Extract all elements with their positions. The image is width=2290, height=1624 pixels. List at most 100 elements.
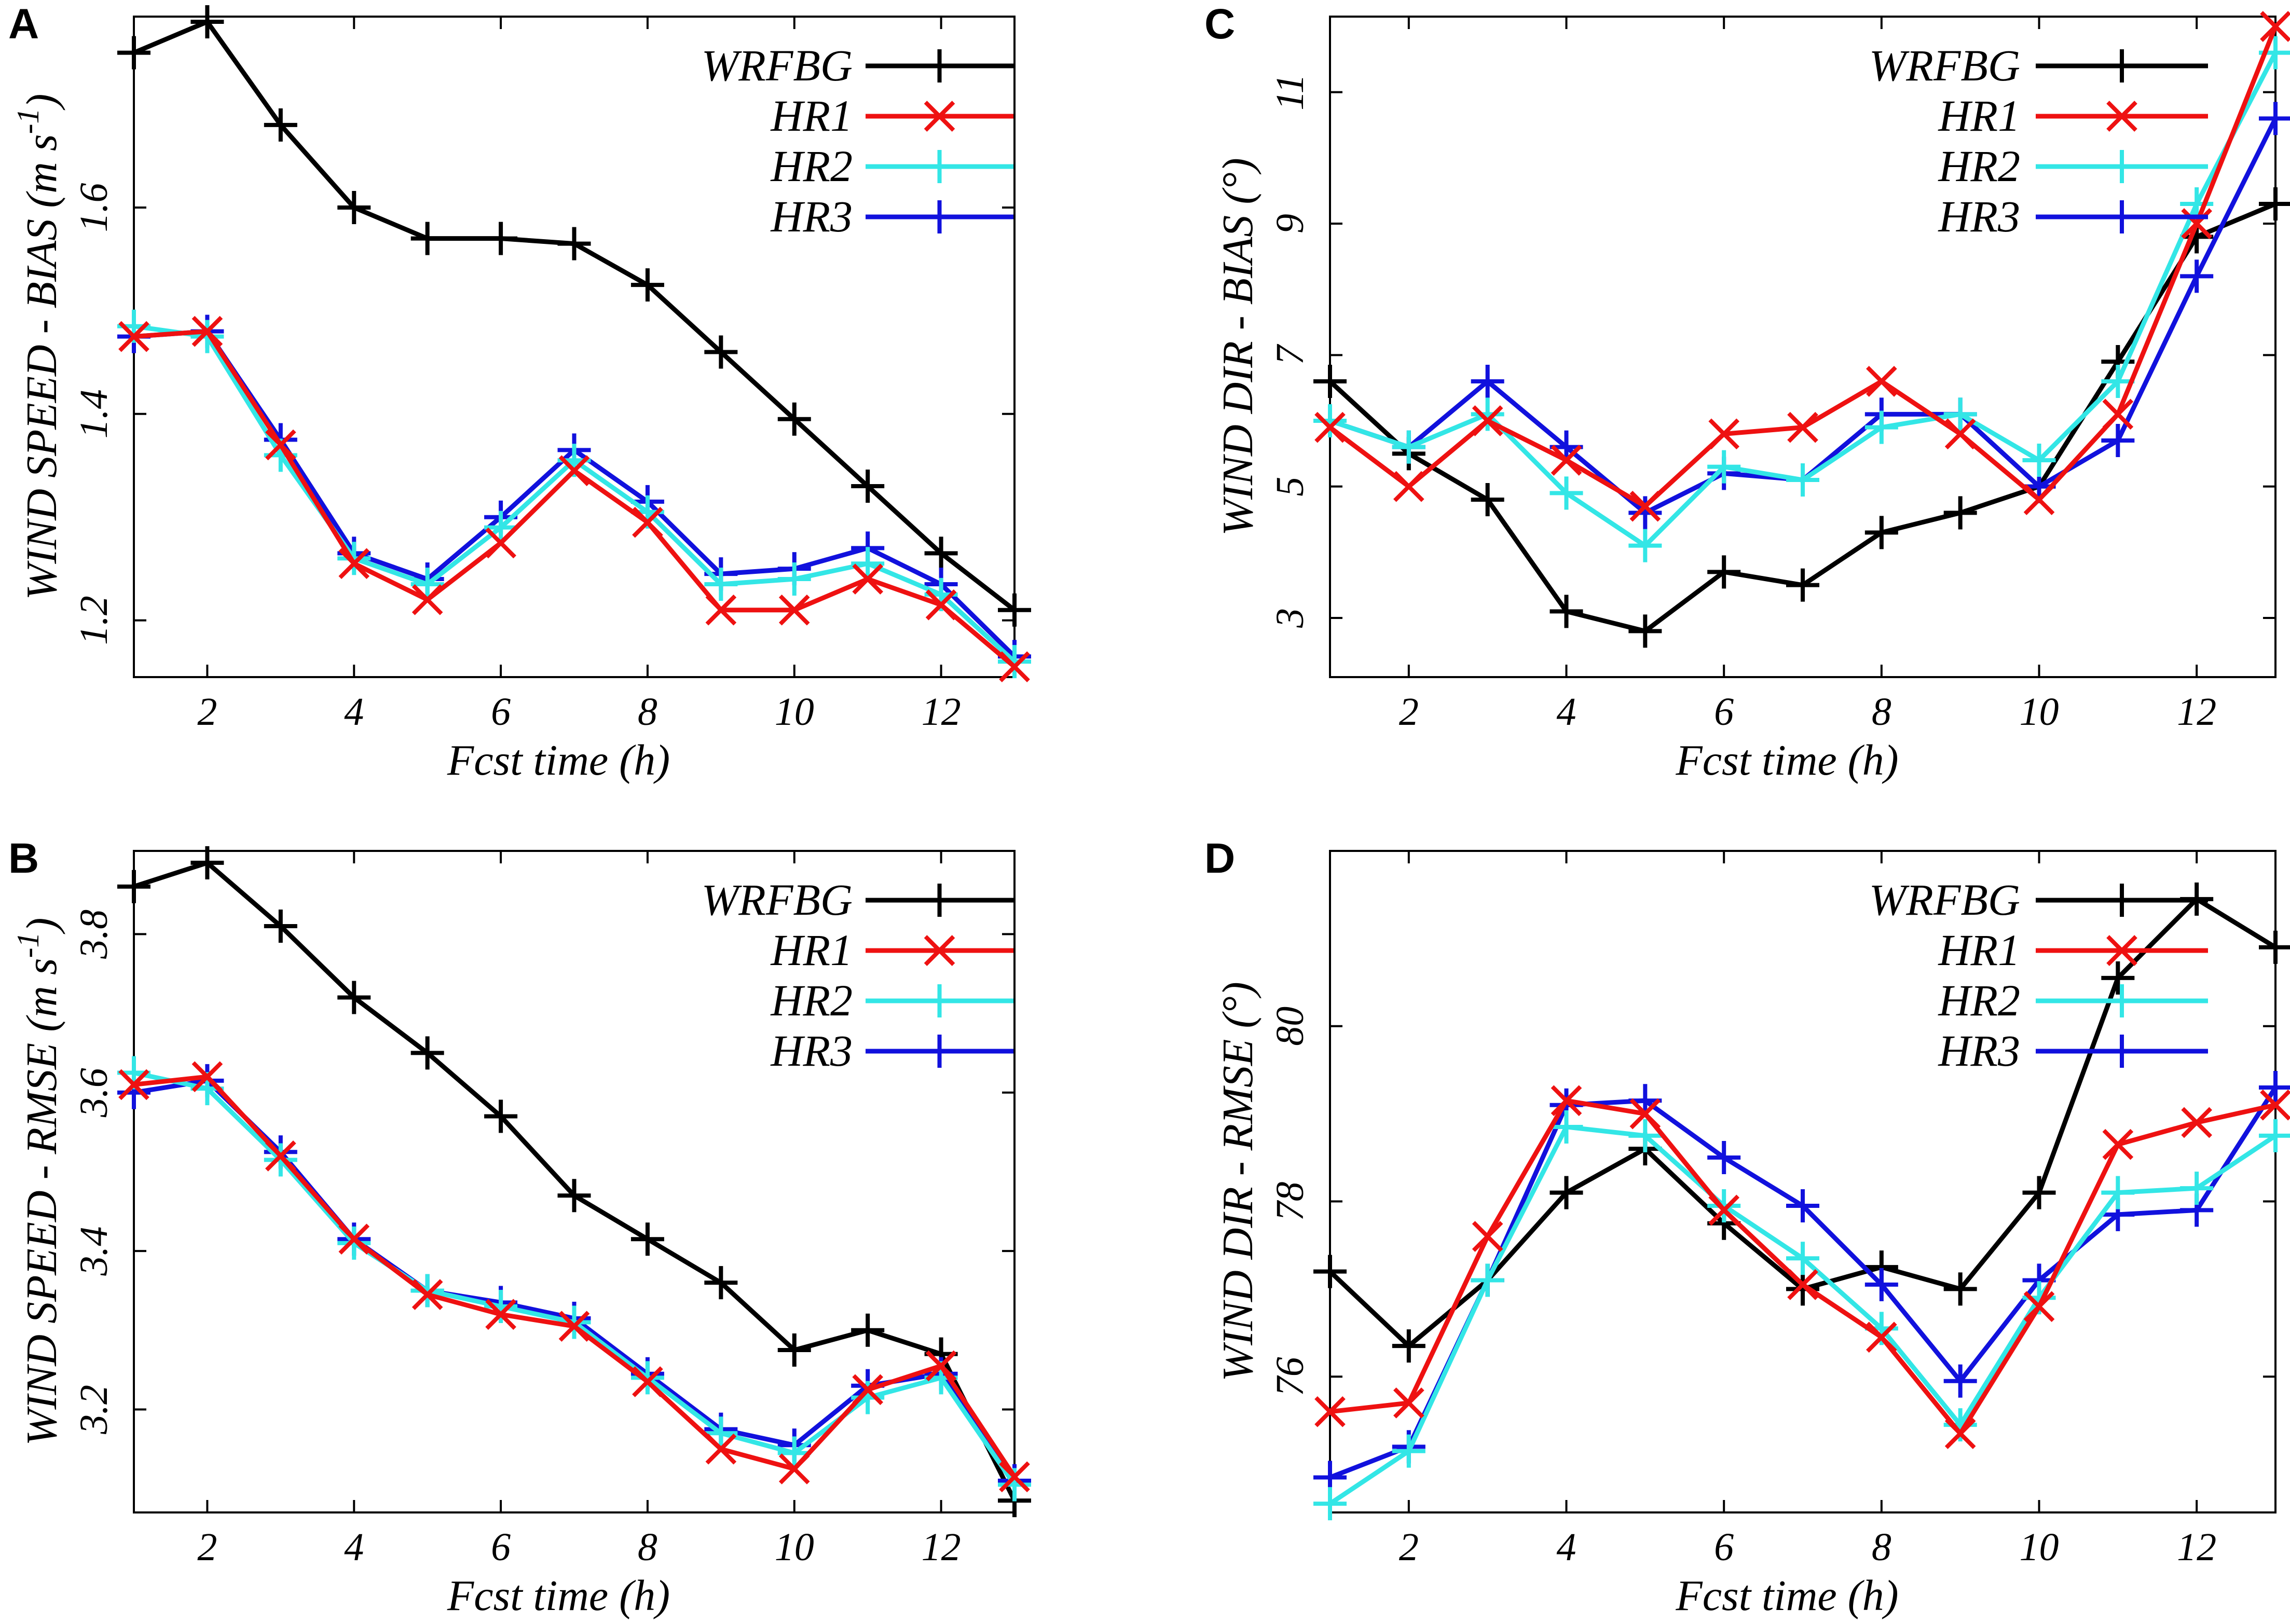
data-point: [2260, 11, 2290, 42]
legend-label: WRFBG: [1869, 40, 2020, 90]
legend-marker: [2105, 884, 2138, 917]
legend-entry-hr1: HR1: [770, 925, 1013, 975]
y-tick-label: 80: [1268, 1007, 1312, 1046]
data-point: [1787, 1269, 1818, 1300]
data-point: [1551, 1085, 1582, 1117]
data-point: [704, 1416, 738, 1450]
data-point: [2259, 1070, 2290, 1104]
y-axis-label-unit: (m s: [18, 134, 66, 208]
y-tick-label: 3: [1268, 608, 1312, 628]
data-point: [557, 227, 591, 260]
data-point: [118, 321, 149, 352]
data-point: [191, 1061, 223, 1093]
data-point: [410, 567, 444, 601]
data-point: [1943, 1272, 1977, 1306]
data-point: [998, 645, 1031, 679]
data-point: [2101, 424, 2135, 457]
legend-label: HR3: [770, 1026, 853, 1076]
y-axis-label-superscript: -1: [11, 932, 45, 958]
legend-marker: [2105, 49, 2138, 82]
panel-d: 2 4 6 8 10 12 76 78 80 Fcst time (h) WIND DIR - RM…: [1204, 835, 2290, 1620]
data-point: [704, 335, 738, 369]
panel-letter: B: [8, 835, 39, 882]
data-point: [925, 589, 957, 621]
data-point: [1628, 496, 1662, 530]
legend-marker: [924, 935, 955, 966]
legend-label: WRFBG: [702, 40, 853, 90]
legend-label: HR3: [1938, 191, 2020, 241]
data-point: [2260, 1089, 2290, 1121]
y-axis-label-main: WIND SPEED - RMSE: [18, 1032, 66, 1446]
data-point: [632, 506, 663, 538]
data-point: [630, 268, 664, 302]
legend-marker: [923, 1035, 956, 1068]
data-point: [191, 315, 223, 347]
data-point: [264, 1143, 297, 1177]
x-tick-label: 4: [344, 1525, 364, 1569]
legend-label: HR1: [770, 91, 853, 141]
x-tick-label: 6: [1714, 1525, 1734, 1569]
data-point: [852, 563, 883, 595]
data-point: [1707, 1141, 1741, 1175]
legend-label: HR3: [770, 191, 853, 241]
data-point: [1472, 405, 1503, 436]
y-tick-label: 11: [1268, 74, 1312, 110]
y-tick-label: 9: [1268, 214, 1312, 233]
data-point: [484, 1289, 518, 1323]
y-axis-label-main: WIND SPEED - BIAS: [18, 208, 66, 600]
legend-marker: [923, 150, 956, 183]
data-point: [1549, 476, 1583, 510]
data-point: [2102, 1128, 2134, 1160]
y-axis-label: WIND DIR - RMSE (°): [1214, 982, 1262, 1382]
data-point: [484, 222, 518, 255]
data-point: [704, 1266, 738, 1300]
y-tick-label: 1.4: [72, 389, 116, 438]
x-tick-label: 12: [922, 1525, 961, 1569]
y-tick-label: 3.8: [72, 910, 116, 959]
data-point: [1313, 365, 1347, 398]
data-point: [2180, 259, 2214, 293]
data-point: [2259, 187, 2290, 221]
series-hr1: [1314, 11, 2290, 522]
data-point: [1549, 595, 1583, 628]
legend-marker: [923, 200, 956, 233]
data-point: [338, 548, 370, 580]
data-point: [999, 651, 1030, 682]
data-point: [2181, 208, 2212, 239]
data-point: [338, 1223, 370, 1255]
x-tick-label: 12: [2177, 690, 2216, 734]
data-point: [1943, 496, 1977, 530]
x-tick-label: 8: [1872, 1525, 1891, 1569]
data-point: [337, 190, 371, 224]
legend-entry-hr2: HR2: [1938, 975, 2208, 1025]
legend-label: HR1: [770, 925, 853, 975]
legend-entry-hr3: HR3: [1938, 1026, 2208, 1076]
x-tick-label: 2: [1399, 1525, 1419, 1569]
data-point: [485, 527, 516, 559]
legend-marker: [2106, 935, 2137, 966]
legend-marker: [2105, 200, 2138, 233]
data-point: [2022, 444, 2056, 477]
data-point: [410, 1274, 444, 1308]
legend-label: HR2: [770, 141, 853, 191]
data-point: [264, 108, 297, 142]
data-point: [1707, 555, 1741, 589]
data-point: [1393, 1387, 1424, 1419]
x-tick-label: 2: [197, 1525, 217, 1569]
data-point: [1786, 463, 1819, 497]
data-point: [410, 222, 444, 255]
data-point: [778, 594, 810, 626]
data-point: [485, 1299, 516, 1330]
data-point: [777, 1436, 811, 1470]
series-wrfbg: [117, 5, 1031, 627]
data-point: [2023, 484, 2055, 515]
data-point: [1628, 614, 1662, 648]
x-tick-label: 10: [2020, 690, 2059, 734]
data-point: [1864, 516, 1898, 549]
y-axis-label-unit: (m s: [18, 958, 66, 1031]
data-point: [2101, 1176, 2135, 1209]
y-axis-label-main: WIND DIR - RMSE: [1214, 1028, 1262, 1382]
data-point: [1314, 411, 1346, 443]
data-point: [1313, 1487, 1347, 1521]
